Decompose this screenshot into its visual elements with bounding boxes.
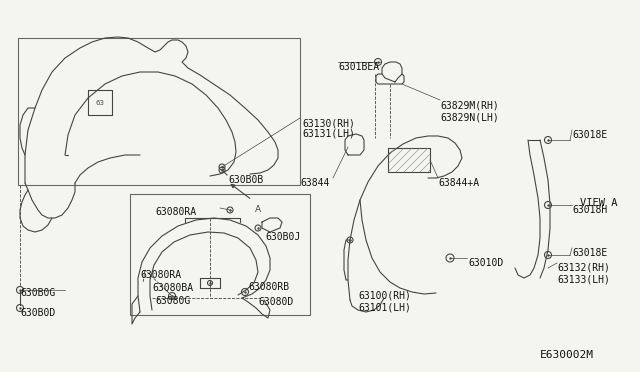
Text: 6301BEA: 6301BEA: [338, 62, 379, 72]
Bar: [130, 194, 310, 315]
Text: 63080BA: 63080BA: [152, 283, 193, 293]
Text: 63080RA: 63080RA: [155, 207, 196, 217]
Text: 630B0D: 630B0D: [20, 308, 55, 318]
Text: 63101(LH): 63101(LH): [358, 302, 411, 312]
Text: A: A: [255, 205, 261, 214]
Text: 630B0G: 630B0G: [20, 288, 55, 298]
Text: 63: 63: [95, 100, 104, 106]
Text: E630002M: E630002M: [540, 350, 594, 360]
Text: 63844: 63844: [301, 178, 330, 188]
Text: 63829M(RH): 63829M(RH): [440, 100, 499, 110]
Bar: [18, 38, 300, 185]
Text: 63018E: 63018E: [572, 130, 607, 140]
Text: 63130(RH): 63130(RH): [302, 118, 355, 128]
Text: 63829N(LH): 63829N(LH): [440, 112, 499, 122]
Text: 63100(RH): 63100(RH): [358, 290, 411, 300]
Text: 63131(LH): 63131(LH): [302, 129, 355, 139]
Text: 63133(LH): 63133(LH): [557, 275, 610, 285]
Text: 630B0J: 630B0J: [265, 232, 300, 242]
Text: 63010D: 63010D: [468, 258, 503, 268]
Text: 63018E: 63018E: [572, 248, 607, 258]
Text: 63080G: 63080G: [155, 296, 190, 306]
Text: 63844+A: 63844+A: [438, 178, 479, 188]
Text: VIEW A: VIEW A: [580, 198, 618, 208]
Text: 63018H: 63018H: [572, 205, 607, 215]
Text: 63080D: 63080D: [258, 297, 293, 307]
Text: 63080RB: 63080RB: [248, 282, 289, 292]
Text: 63132(RH): 63132(RH): [557, 263, 610, 273]
Text: 630B0B: 630B0B: [228, 175, 263, 185]
Text: 63080RA: 63080RA: [140, 270, 181, 280]
